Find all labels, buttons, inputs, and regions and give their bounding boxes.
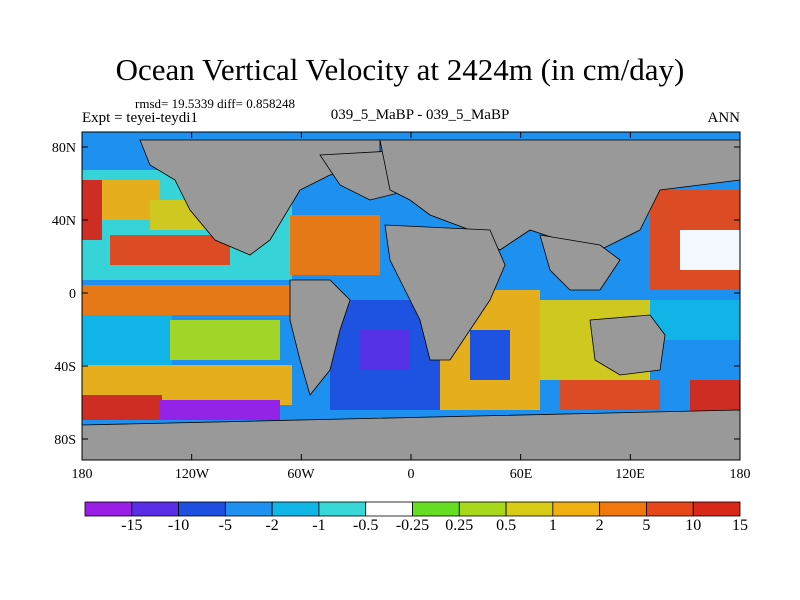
colorbar-swatch: [365, 501, 413, 517]
colorbar-swatch: [692, 501, 741, 517]
x-tick-label: 120W: [174, 467, 210, 482]
colorbar-label: -2: [265, 517, 279, 534]
land-antarctica: [82, 409, 740, 460]
x-tick-label: 0: [407, 467, 415, 482]
colorbar: [84, 501, 741, 517]
colorbar-label: 5: [642, 517, 651, 534]
land-eurasia: [379, 139, 740, 251]
colorbar-swatch: [458, 501, 507, 517]
colorbar-label: 2: [595, 517, 604, 534]
colorbar-swatch: [318, 501, 367, 517]
colorbar-label: 1: [548, 517, 557, 534]
colorbar-label: -1: [312, 517, 326, 534]
y-tick-label: 80S: [54, 433, 76, 448]
colorbar-label: -10: [167, 517, 190, 534]
colorbar-swatch: [271, 501, 320, 517]
x-tick-label: 180: [71, 467, 93, 482]
season-label: ANN: [707, 110, 741, 126]
y-tick-label: 40S: [54, 360, 76, 375]
colorbar-swatch: [599, 501, 647, 517]
colorbar-label: -5: [218, 517, 232, 534]
land-australia: [589, 314, 666, 376]
land-india-asia: [539, 234, 621, 291]
stats-text: rmsd= 19.5339 diff= 0.858248: [135, 96, 295, 111]
land-africa: [384, 224, 506, 361]
x-tick-label: 120E: [615, 467, 645, 482]
colorbar-swatch: [178, 501, 226, 517]
land-mask: [82, 139, 740, 460]
experiment-label: Expt = teyei-teydi1: [82, 110, 198, 126]
y-tick-label: 0: [69, 287, 76, 302]
x-tick-label: 60W: [287, 467, 315, 482]
colorbar-swatch: [224, 501, 273, 517]
colorbar-label: -0.25: [395, 517, 430, 534]
colorbar-swatch: [505, 501, 554, 517]
colorbar-label: -15: [121, 517, 143, 534]
colorbar-swatch: [646, 501, 694, 517]
colorbar-swatch: [84, 501, 133, 517]
colorbar-swatch: [131, 501, 179, 517]
colorbar-label: 0.5: [496, 517, 517, 534]
colorbar-label: 15: [732, 517, 748, 534]
land-south-america: [289, 279, 351, 396]
colorbar-swatch: [412, 501, 460, 517]
colorbar-label: -0.5: [353, 517, 379, 534]
colorbar-swatch: [552, 501, 601, 517]
y-tick-label: 40N: [51, 214, 76, 229]
y-tick-label: 80N: [51, 141, 76, 156]
chart-title: Ocean Vertical Velocity at 2424m (in cm/…: [115, 52, 685, 87]
x-tick-label: 180: [729, 467, 751, 482]
colorbar-label: 10: [685, 517, 702, 534]
period-label: 039_5_MaBP - 039_5_MaBP: [330, 107, 510, 123]
colorbar-label: 0.25: [445, 517, 474, 534]
x-tick-label: 60E: [509, 467, 533, 482]
